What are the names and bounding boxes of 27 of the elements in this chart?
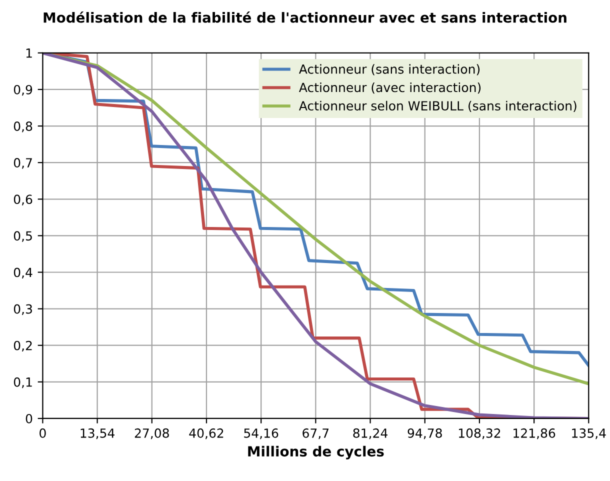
x-tick-label: 13,54 xyxy=(80,428,114,440)
y-tick-label: 0,1 xyxy=(14,377,32,388)
x-tick-label: 94,78 xyxy=(408,428,442,440)
y-tick-label: 0,6 xyxy=(14,194,32,206)
legend-label: Actionneur selon WEIBULL (sans interaction) xyxy=(298,100,576,112)
y-tick-label: 0,2 xyxy=(14,340,32,352)
x-tick-label: 54,16 xyxy=(244,428,278,440)
y-tick-label: 0,8 xyxy=(14,121,32,132)
x-tick-label: 81,24 xyxy=(353,428,388,440)
y-tick-label: 0,3 xyxy=(14,304,32,316)
x-tick-label: 67,7 xyxy=(302,428,329,440)
y-tick-label: 1 xyxy=(26,48,32,58)
legend-label: Actionneur (avec interaction) xyxy=(298,82,481,94)
x-tick-label: 108,32 xyxy=(458,428,500,440)
x-tick-label: 121,86 xyxy=(514,428,556,440)
x-axis-title: Millions de cycles xyxy=(248,446,384,460)
y-tick-label: 0 xyxy=(26,414,32,424)
x-tick-label: 27,08 xyxy=(134,428,169,440)
x-tick-label: 40,62 xyxy=(189,428,224,440)
y-tick-label: 0,4 xyxy=(14,268,32,278)
y-tick-label: 0,7 xyxy=(14,158,32,169)
legend-label: Actionneur (sans interaction) xyxy=(298,64,480,76)
x-tick-label: 135,4 xyxy=(572,428,606,440)
y-tick-label: 0,9 xyxy=(14,84,32,96)
chart-title: Modélisation de la fiabilité de l'actionneur avec et sans interaction xyxy=(44,11,566,23)
y-tick-label: 0,5 xyxy=(14,231,32,242)
x-tick-label: 0 xyxy=(40,428,46,438)
